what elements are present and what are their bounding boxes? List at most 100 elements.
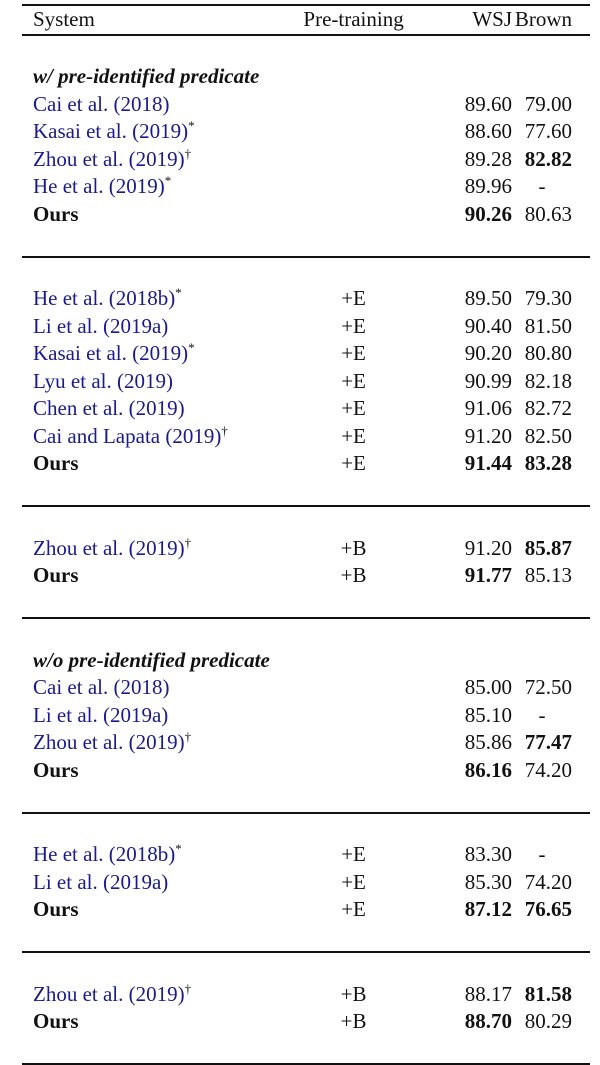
section-header-row: w/o pre-identified predicate [22,647,590,675]
table-row: Kasai et al. (2019)* 88.60 77.60 [22,118,590,146]
citation-link[interactable]: Kasai et al. (2019) [33,341,189,365]
citation-link[interactable]: Chen et al. (2019) [33,396,185,420]
system-cell: Zhou et al. (2019)† [22,146,280,174]
pretraining-cell: +E [341,368,366,393]
citation-link[interactable]: He et al. (2018b) [33,842,176,866]
footnote-mark: † [184,980,192,996]
citation-link[interactable]: Cai and Lapata (2019) [33,423,222,448]
table-row: Li et al. (2019a) +E 85.30 74.20 [22,869,590,897]
citation-link[interactable]: Cai et al. (2018) [33,91,170,116]
rule-cell [22,952,590,981]
table-row: Lyu et al. (2019) +E 90.99 82.18 [22,368,590,396]
pretraining-cell: +B [340,563,367,587]
rule-dbl [22,589,590,619]
brown-score: 80.63 [524,201,572,226]
table-row: Ours 86.16 74.20 [22,757,590,785]
brown-score: 82.72 [524,396,572,420]
system-cell: Kasai et al. (2019)* [22,340,280,368]
pretraining-cell: +E [341,286,366,310]
wsj-score: 87.12 [464,897,512,921]
system-cell: Chen et al. (2019) [22,395,280,423]
brown-score: - [512,841,590,869]
brown-score: 77.60 [524,119,572,143]
brown-score-dash: - [538,842,546,866]
brown-score: 85.13 [524,563,572,587]
wsj-score: 88.70 [464,1009,512,1033]
wsj-score: 89.50 [464,286,512,310]
pretraining-cell: +E [341,423,366,448]
table-row: Kasai et al. (2019)* +E 90.20 80.80 [22,340,590,368]
wsj-score: 85.10 [464,702,512,727]
pretraining-cell [280,118,427,146]
citation-link[interactable]: Li et al. (2019a) [33,313,169,338]
system-cell: Lyu et al. (2019) [22,368,280,396]
wsj-score: 91.44 [464,451,512,475]
citation-link[interactable]: Li et al. (2019a) [33,869,169,894]
brown-score: 81.50 [524,313,572,338]
footnote-mark: † [184,534,192,550]
citation-link[interactable]: Zhou et al. (2019) [33,535,185,560]
system-name: Ours [33,451,79,475]
rule-rule [22,784,590,814]
citation-link[interactable]: Zhou et al. (2019) [33,730,185,754]
rule-cell [22,813,590,842]
rule-pad [22,35,590,64]
citation-link[interactable]: Zhou et al. (2019) [33,981,185,1006]
pretraining-cell: +B [340,535,367,560]
rule-bottom [22,1035,590,1065]
citation-link[interactable]: He et al. (2018b) [33,286,176,310]
system-name: Ours [33,1009,79,1033]
system-cell: Li et al. (2019a) [22,702,280,730]
wsj-score: 85.00 [464,675,512,699]
system-name: Ours [33,897,79,921]
rule-rule [22,923,590,953]
footnote-mark: * [164,173,172,188]
table-row: Ours +E 87.12 76.65 [22,896,590,924]
rule-pad [22,813,590,842]
wsj-score: 91.77 [464,563,512,587]
citation-link[interactable]: Kasai et al. (2019) [33,119,189,143]
wsj-score: 91.20 [464,535,512,560]
brown-score: 82.18 [524,368,572,393]
system-cell: Zhou et al. (2019)† [22,729,280,757]
system-cell: Ours [22,201,280,229]
pretraining-cell: +E [341,451,366,475]
rule-pad [22,952,590,981]
pretraining-cell [280,674,427,702]
brown-score: 85.87 [524,535,572,560]
brown-score: 79.30 [524,286,572,310]
brown-score-dash: - [538,174,546,198]
table-row: Chen et al. (2019) +E 91.06 82.72 [22,395,590,423]
table-row: He et al. (2018b)* +E 89.50 79.30 [22,285,590,313]
header-brown: Brown [512,4,590,36]
brown-score: 76.65 [524,897,572,921]
system-name: Ours [33,757,79,782]
table-row: Ours +B 88.70 80.29 [22,1008,590,1036]
citation-link[interactable]: Lyu et al. (2019) [33,368,173,393]
citation-link[interactable]: Cai et al. (2018) [33,675,170,699]
footnote-mark: † [184,729,192,744]
brown-score: 80.29 [524,1009,572,1033]
table-row: Zhou et al. (2019)† +B 91.20 85.87 [22,535,590,563]
citation-link[interactable]: He et al. (2019) [33,174,165,198]
pretraining-cell [280,91,427,119]
system-cell: He et al. (2018b)* [22,285,280,313]
table-row: Ours 90.26 80.63 [22,201,590,229]
wsj-score: 88.60 [464,119,512,143]
wsj-score: 91.06 [464,396,512,420]
system-cell: Ours [22,562,280,590]
footnote-mark: * [175,841,182,856]
rule-cell [22,617,590,647]
pretraining-cell: +B [340,981,367,1006]
wsj-score: 90.20 [464,341,512,365]
citation-link[interactable]: Zhou et al. (2019) [33,146,185,171]
brown-score: 82.50 [524,423,572,448]
system-cell: Cai et al. (2018) [22,91,280,119]
pretraining-cell: +E [341,341,366,365]
rule-cell [22,923,590,953]
citation-link[interactable]: Li et al. (2019a) [33,702,169,727]
rule-cell [22,228,590,258]
wsj-score: 90.99 [464,368,512,393]
rule-cell [22,589,590,619]
system-cell: Ours [22,1008,280,1036]
